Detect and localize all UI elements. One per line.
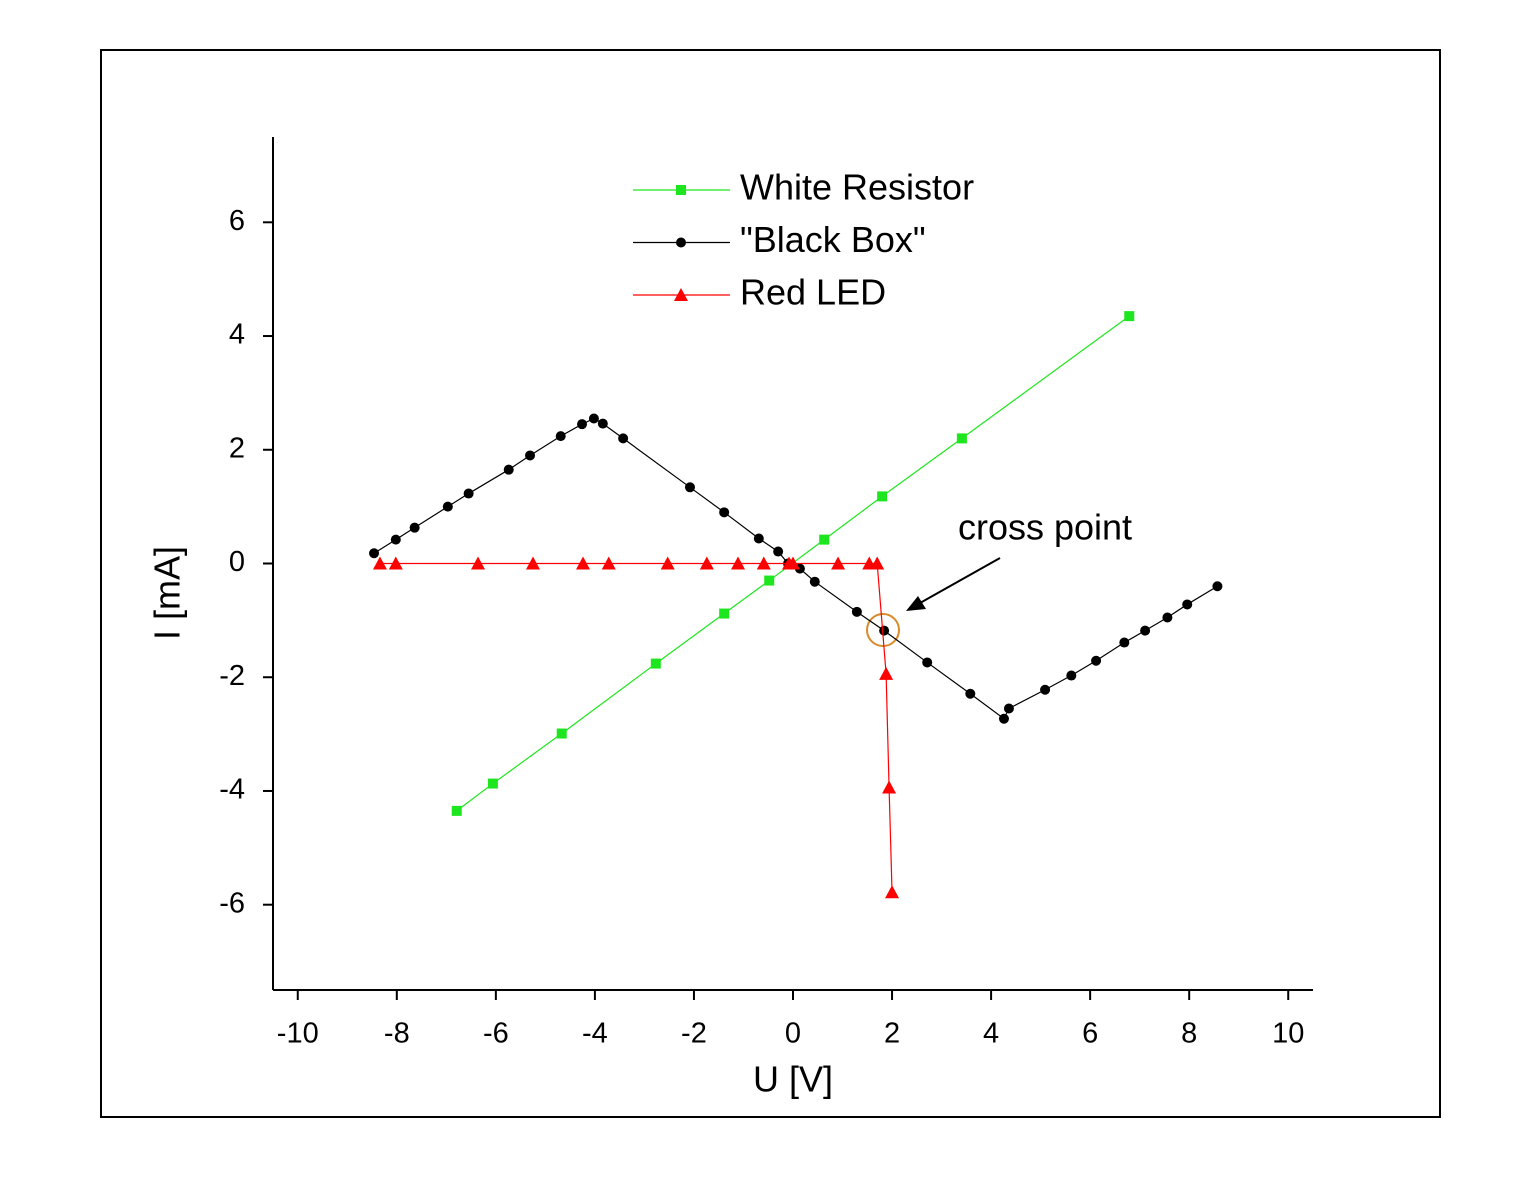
marker	[998, 713, 1009, 724]
marker	[831, 556, 846, 570]
legend-label: "Black Box"	[740, 219, 926, 260]
marker	[409, 522, 420, 533]
marker	[526, 556, 540, 570]
marker	[879, 625, 890, 636]
x-tick-label: 6	[1082, 1018, 1098, 1050]
marker	[369, 548, 380, 559]
legend-label: Red LED	[740, 272, 886, 313]
arrow-shaft	[919, 557, 1001, 604]
marker	[1091, 655, 1102, 666]
marker	[819, 534, 830, 545]
marker	[731, 556, 746, 570]
marker	[809, 576, 820, 587]
marker	[851, 606, 862, 617]
x-tick-label: -8	[384, 1018, 410, 1050]
y-tick-label: -4	[219, 774, 245, 806]
marker	[753, 533, 764, 544]
marker	[471, 556, 486, 570]
marker	[719, 608, 730, 619]
marker	[442, 501, 453, 512]
marker	[555, 431, 566, 442]
marker	[1162, 612, 1173, 623]
arrow-head	[906, 596, 926, 611]
x-tick-label: 4	[983, 1018, 999, 1050]
marker	[1140, 625, 1151, 636]
marker	[1212, 581, 1223, 592]
frame	[100, 49, 1441, 1118]
marker	[577, 419, 588, 430]
x-tick-label: -10	[277, 1018, 319, 1050]
marker	[463, 488, 474, 499]
y-tick-label: 6	[229, 205, 245, 237]
marker	[556, 728, 567, 739]
y-axis-label: I [mA]	[147, 546, 188, 640]
marker	[1040, 684, 1051, 695]
marker	[1003, 703, 1014, 714]
x-tick-label: -6	[483, 1018, 509, 1050]
marker	[525, 450, 536, 461]
annotation: cross point	[958, 507, 1132, 548]
marker	[786, 556, 800, 570]
y-tick-label: 2	[229, 432, 245, 464]
x-tick-label: 0	[785, 1018, 801, 1050]
marker	[699, 556, 714, 570]
series-line	[456, 315, 1130, 812]
marker	[922, 657, 933, 668]
marker	[764, 575, 775, 586]
y-tick-label: -2	[219, 660, 245, 692]
x-tick-label: -2	[681, 1018, 707, 1050]
marker	[1119, 637, 1130, 648]
marker	[719, 507, 730, 518]
marker	[965, 688, 976, 699]
series-line	[379, 562, 893, 893]
x-tick-label: 8	[1181, 1018, 1197, 1050]
marker	[390, 534, 401, 545]
marker	[601, 556, 616, 570]
marker	[487, 778, 498, 789]
marker	[756, 556, 771, 570]
marker	[503, 464, 514, 475]
marker	[1066, 670, 1077, 681]
y-tick-label: -6	[219, 887, 245, 919]
legend-label: White Resistor	[740, 167, 974, 208]
marker	[660, 556, 675, 570]
marker	[877, 491, 888, 502]
marker	[1182, 599, 1193, 610]
highlight-circle	[866, 613, 900, 647]
marker	[588, 413, 599, 424]
marker	[870, 556, 885, 570]
y-tick-label: 0	[229, 546, 245, 578]
marker	[388, 556, 403, 570]
marker	[882, 780, 897, 794]
legend-marker	[674, 288, 688, 301]
x-tick-label: 10	[1272, 1018, 1304, 1050]
marker	[597, 418, 608, 429]
marker	[1124, 311, 1135, 322]
marker	[576, 556, 591, 570]
marker	[684, 482, 695, 493]
marker	[956, 433, 967, 444]
y-tick-label: 4	[229, 319, 245, 351]
x-tick-label: -4	[582, 1018, 608, 1050]
x-tick-label: 2	[884, 1018, 900, 1050]
marker	[773, 546, 784, 557]
marker	[451, 805, 462, 816]
marker	[879, 666, 894, 680]
marker	[372, 556, 387, 570]
marker	[650, 658, 661, 669]
marker	[618, 433, 629, 444]
legend-marker	[676, 185, 686, 195]
x-axis-label: U [V]	[753, 1059, 833, 1100]
legend-marker	[676, 237, 686, 248]
marker	[885, 885, 900, 899]
